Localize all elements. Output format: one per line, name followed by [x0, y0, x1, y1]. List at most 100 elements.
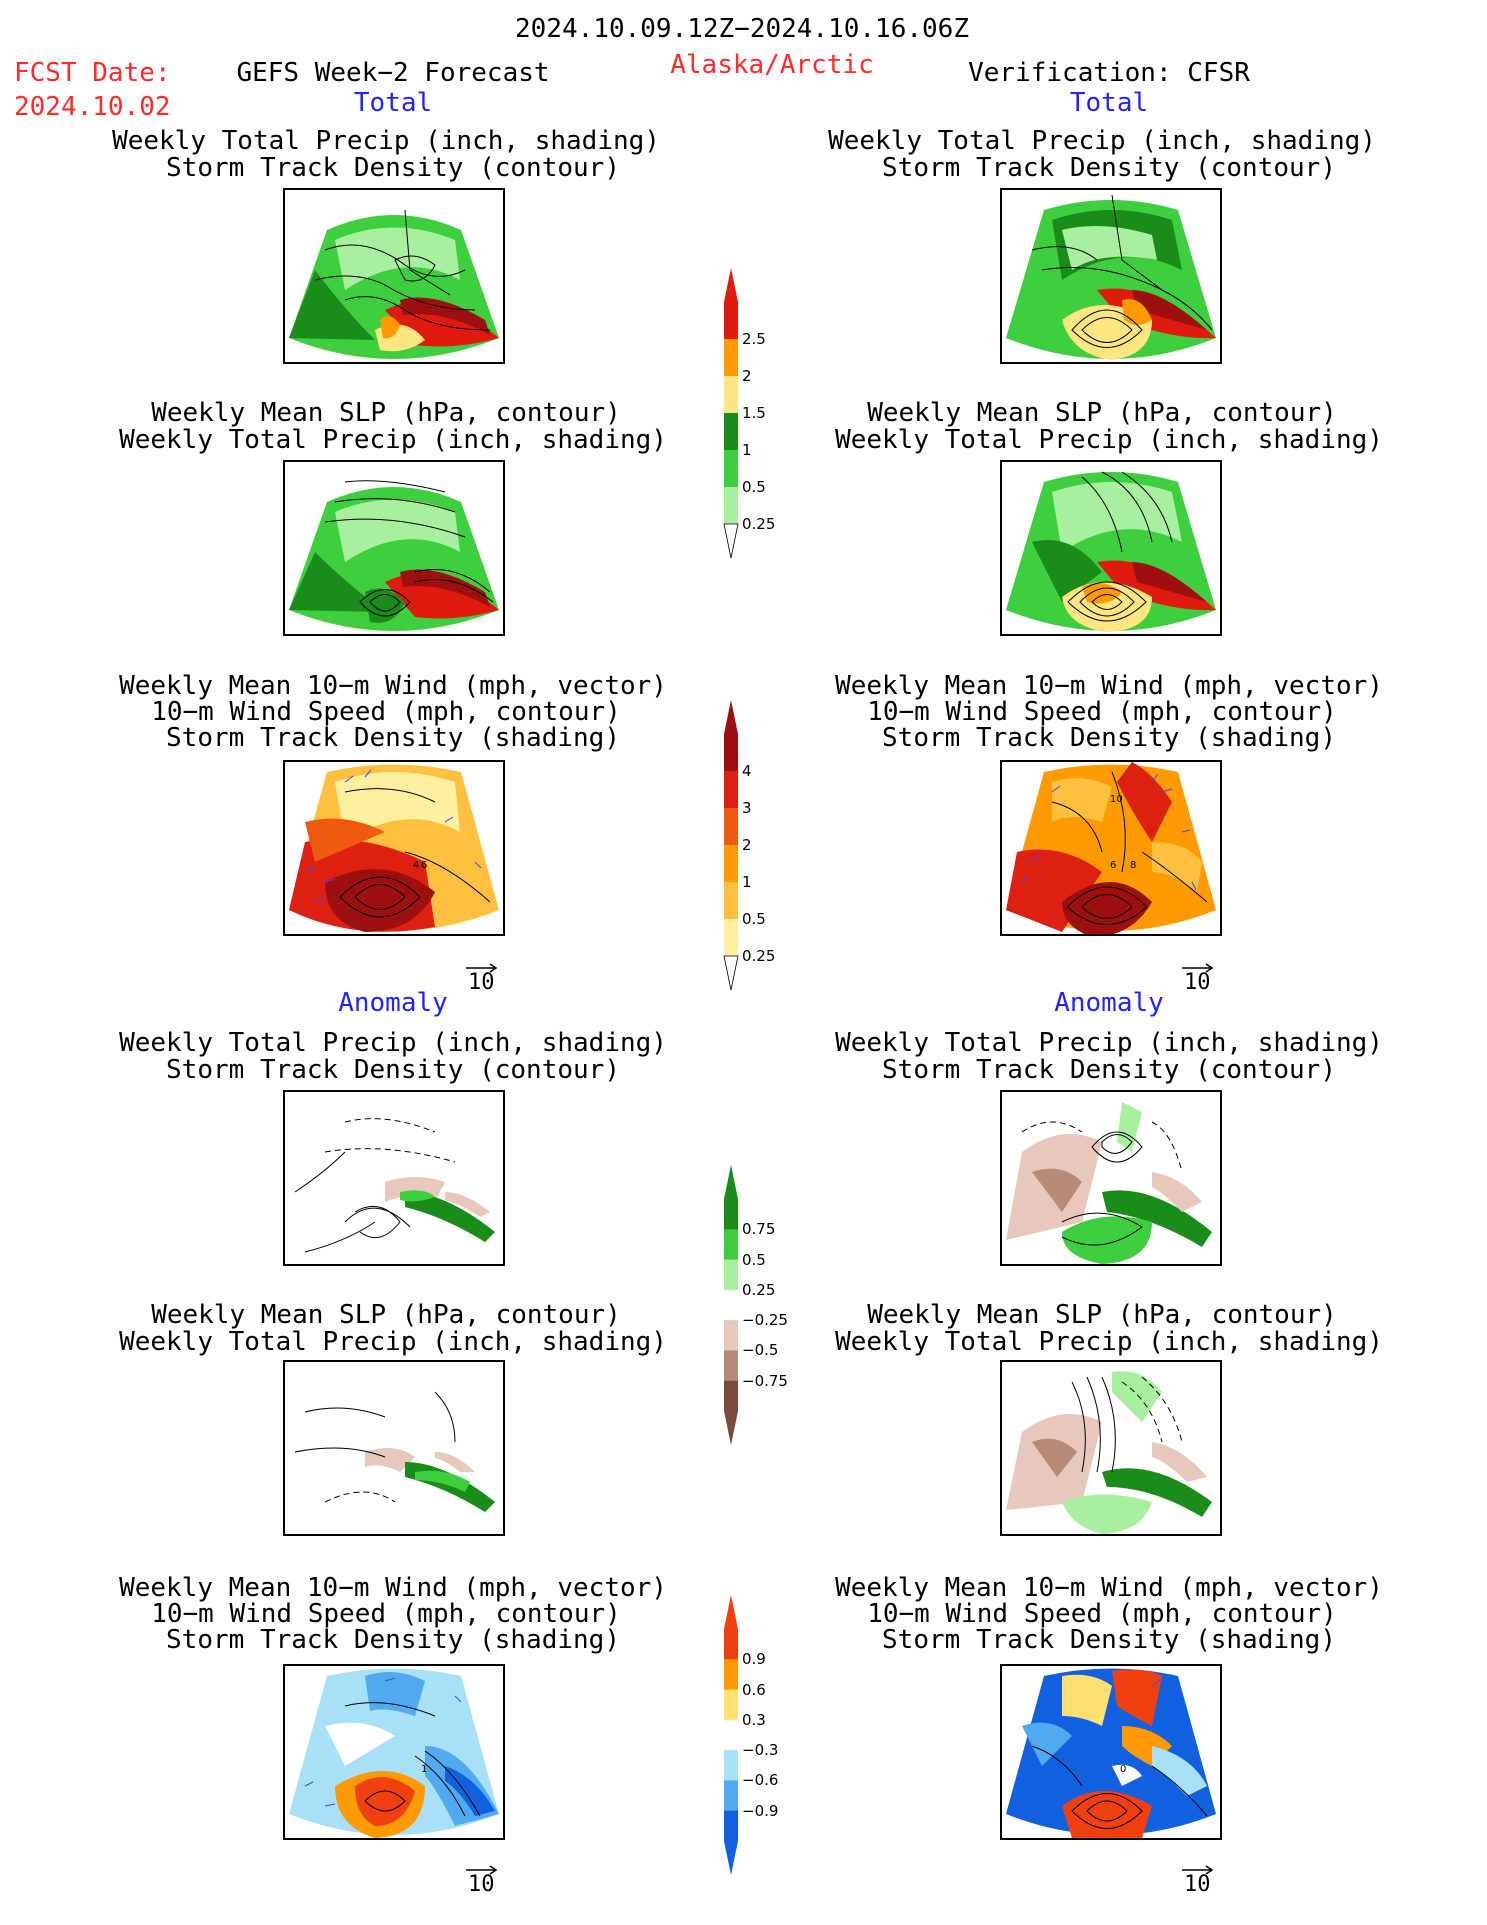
colorbar-bottom-tip: [724, 1411, 738, 1445]
colorbar-tick-label: 0.25: [742, 515, 776, 533]
colorbar-top-tip: [724, 700, 738, 734]
colorbar-segment: [724, 376, 738, 414]
map-ver-anom-wind: 0: [1000, 1664, 1222, 1840]
colorbar-segment: [724, 1350, 738, 1382]
title-fcst-anom-wind-1: Weekly Mean 10−m Wind (mph, vector): [119, 1573, 667, 1603]
colorbar-tick-label: 3: [742, 799, 752, 817]
vector-ref-label-1: 10: [468, 970, 495, 995]
colorbar-top-tip: [724, 1595, 738, 1629]
title-fcst-total-slp-1: Weekly Mean SLP (hPa, contour): [151, 398, 621, 428]
vector-ref-arrow-icon-1: [464, 958, 500, 977]
contour-label-0: 0: [1120, 1764, 1126, 1775]
colorbar-tick-label: 4: [742, 762, 752, 780]
colorbar-segment: [724, 1629, 738, 1660]
colorbar-segment: [724, 734, 738, 772]
colorbar-bottom-tip: [724, 1841, 738, 1875]
title-fcst-total-wind-1: Weekly Mean 10−m Wind (mph, vector): [119, 671, 667, 701]
colorbar-top-tip: [724, 1165, 738, 1199]
colorbar-precip-anom: 0.75 0.5 0.25 −0.25 −0.5 −0.75: [718, 1165, 838, 1445]
colorbar-segment: [724, 808, 738, 846]
region-title: Alaska/Arctic: [670, 50, 874, 80]
title-fcst-anom-wind-3: Storm Track Density (shading): [166, 1625, 620, 1655]
vector-ref-arrow-icon-3: [464, 1860, 500, 1879]
title-fcst-anom-precip-1: Weekly Total Precip (inch, shading): [119, 1028, 667, 1058]
total-label-left: Total: [353, 88, 433, 118]
colorbar-segment: [724, 1229, 738, 1261]
title-ver-total-slp-1: Weekly Mean SLP (hPa, contour): [867, 398, 1337, 428]
colorbar-tick-label: 1.5: [742, 404, 766, 422]
colorbar-segment: [724, 845, 738, 883]
colorbar-segment: [724, 1810, 738, 1842]
contour-label-8: 8: [1130, 860, 1136, 871]
fcst-date-value: 2024.10.02: [14, 92, 171, 122]
title-ver-anom-precip-1: Weekly Total Precip (inch, shading): [835, 1028, 1383, 1058]
title-ver-total-wind-3: Storm Track Density (shading): [882, 723, 1336, 753]
map-ver-anom-precip: [1000, 1090, 1222, 1266]
anomaly-label-left: Anomaly: [338, 988, 448, 1018]
colorbar-segment: [724, 1750, 738, 1781]
colorbar-tick-label: 0.9: [742, 1650, 766, 1669]
colorbar-segment: [724, 1259, 738, 1291]
title-ver-total-wind-2: 10−m Wind Speed (mph, contour): [867, 697, 1337, 727]
colorbar-segment: [724, 339, 738, 377]
period-title: 2024.10.09.12Z−2024.10.16.06Z: [515, 14, 969, 44]
fcst-date-label: FCST Date:: [14, 58, 171, 88]
title-ver-anom-slp-2: Weekly Total Precip (inch, shading): [835, 1327, 1383, 1357]
colorbar-segment: [724, 1689, 738, 1721]
map-fcst-anom-precip: [283, 1090, 505, 1266]
title-fcst-total-precip-2: Storm Track Density (contour): [166, 153, 620, 183]
colorbar-segment: [724, 1719, 738, 1751]
colorbar-segment: [724, 1199, 738, 1230]
colorbar-tick-label: 2.5: [742, 330, 766, 348]
colorbar-segment: [724, 919, 738, 957]
colorbar-segment: [724, 1780, 738, 1812]
total-label-right: Total: [1069, 88, 1149, 118]
colorbar-storm-anom: 0.9 0.6 0.3 −0.3 −0.6 −0.9: [718, 1595, 838, 1875]
colorbar-bottom-tip: [723, 955, 739, 990]
anomaly-label-right: Anomaly: [1054, 988, 1164, 1018]
colorbar-bottom-tip: [723, 523, 739, 558]
colorbar-top-tip: [724, 268, 738, 302]
map-fcst-total-slp: [283, 460, 505, 636]
contour-label-1: 1: [421, 1764, 427, 1775]
contour-label-10: 10: [1110, 794, 1123, 805]
colorbar-tick-label: 1: [742, 873, 752, 891]
title-fcst-total-wind-2: 10−m Wind Speed (mph, contour): [151, 697, 621, 727]
colorbar-tick-label: 0.25: [742, 947, 776, 965]
contour-label-6: 6: [421, 860, 427, 871]
model-title: GEFS Week−2 Forecast: [236, 58, 550, 88]
title-fcst-total-slp-2: Weekly Total Precip (inch, shading): [119, 425, 667, 455]
title-ver-total-precip-1: Weekly Total Precip (inch, shading): [828, 126, 1376, 156]
title-ver-total-slp-2: Weekly Total Precip (inch, shading): [835, 425, 1383, 455]
colorbar-tick-label: −0.3: [742, 1741, 779, 1760]
title-ver-anom-slp-1: Weekly Mean SLP (hPa, contour): [867, 1300, 1337, 1330]
colorbar-precip-total: 2.5 2 1.5 1 0.5 0.25: [718, 268, 838, 558]
colorbar-tick-label: 2: [742, 367, 752, 385]
vector-ref-arrow-icon-2: [1180, 958, 1216, 977]
colorbar-storm-total: 4 3 2 1 0.5 0.25: [718, 700, 838, 990]
colorbar-segment: [724, 302, 738, 340]
title-ver-anom-wind-1: Weekly Mean 10−m Wind (mph, vector): [835, 1573, 1383, 1603]
colorbar-segment: [724, 1289, 738, 1321]
vector-ref-label-2: 10: [1184, 970, 1211, 995]
colorbar-tick-label: −0.6: [742, 1771, 779, 1790]
colorbar-segment: [724, 450, 738, 488]
map-ver-total-slp: [1000, 460, 1222, 636]
colorbar-tick-label: 0.6: [742, 1680, 766, 1699]
colorbar-segment: [724, 882, 738, 920]
map-fcst-anom-wind: 1: [283, 1664, 505, 1840]
map-ver-total-precip: [1000, 188, 1222, 364]
title-ver-total-wind-1: Weekly Mean 10−m Wind (mph, vector): [835, 671, 1383, 701]
title-ver-anom-wind-2: 10−m Wind Speed (mph, contour): [867, 1599, 1337, 1629]
title-ver-anom-wind-3: Storm Track Density (shading): [882, 1625, 1336, 1655]
title-fcst-total-wind-3: Storm Track Density (shading): [166, 723, 620, 753]
colorbar-tick-label: 0.5: [742, 478, 766, 496]
colorbar-tick-label: 0.3: [742, 1710, 766, 1729]
vector-ref-label-4: 10: [1184, 1872, 1211, 1897]
map-fcst-total-precip: [283, 188, 505, 364]
contour-label-4: 4: [413, 860, 419, 871]
title-ver-total-precip-2: Storm Track Density (contour): [882, 153, 1336, 183]
colorbar-segment: [724, 1380, 738, 1412]
map-fcst-total-wind: 4 6: [283, 760, 505, 936]
colorbar-tick-label: 0.5: [742, 1250, 766, 1269]
